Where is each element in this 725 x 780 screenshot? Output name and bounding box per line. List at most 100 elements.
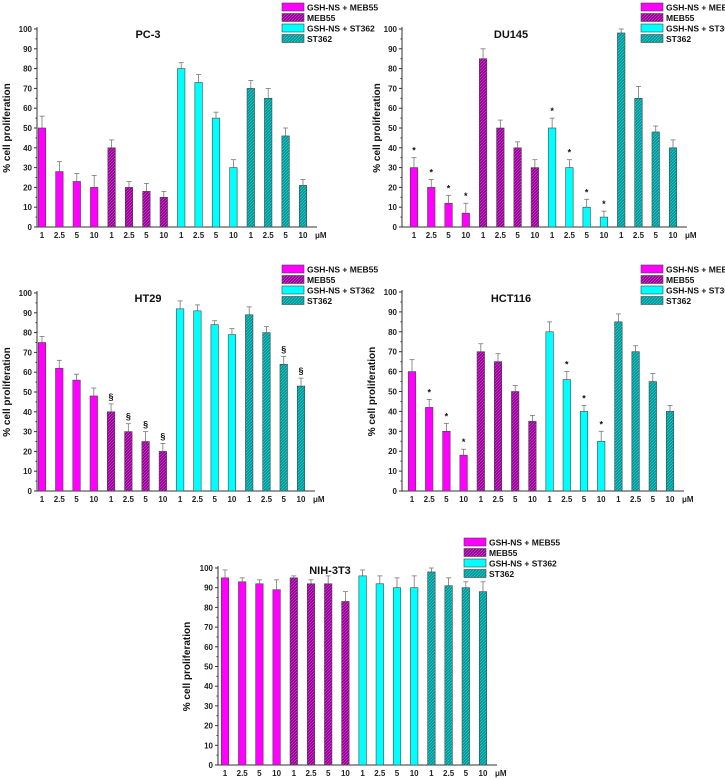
significance-mark: § (109, 392, 114, 402)
bar (72, 379, 81, 492)
legend-swatch (640, 13, 664, 22)
x-tick-label: 5 (515, 231, 520, 240)
x-tick-label: 5 (143, 495, 148, 504)
legend-swatch (281, 264, 305, 274)
y-axis-label: % cell proliferation (367, 347, 378, 436)
x-tick-label: 1 (481, 231, 486, 240)
bar (442, 430, 451, 492)
x-tick-label: 10 (461, 231, 470, 240)
legend-label: GSH-NS + MEB55 (489, 538, 560, 548)
bar (55, 367, 64, 492)
y-tick-label: 40 (23, 408, 32, 417)
x-unit-label: μM (685, 231, 697, 240)
significance-mark: * (445, 411, 449, 421)
x-tick-label: 1 (547, 495, 552, 504)
y-tick-label: 20 (388, 183, 397, 192)
x-tick-label: 10 (272, 769, 281, 778)
y-tick-label: 50 (23, 124, 32, 133)
chart-panel-0: PC-3 % cell proliferation 0 10 20 30 40 50 60 70 8… (2, 3, 378, 241)
legend-swatch (640, 34, 664, 43)
y-tick-label: 30 (23, 428, 32, 437)
x-tick-label: 10 (227, 495, 236, 504)
legend-label: GSH-NS + ST362 (489, 559, 557, 569)
legend-swatch (640, 275, 664, 284)
bar (496, 127, 505, 228)
bar (548, 127, 557, 228)
x-tick-label: 10 (158, 495, 167, 504)
bar (425, 407, 434, 492)
legend-swatch (463, 548, 487, 557)
x-tick-label: 2.5 (54, 231, 66, 240)
y-axis-label: % cell proliferation (182, 622, 193, 711)
x-tick-label: 5 (144, 231, 149, 240)
y-tick-label: 0 (28, 223, 33, 232)
x-tick-label: 1 (616, 495, 621, 504)
y-tick-label: 20 (204, 722, 213, 731)
bar (177, 68, 186, 228)
y-tick-label: 10 (23, 467, 32, 476)
legend-swatch (281, 296, 305, 305)
x-tick-label: 1 (412, 231, 417, 240)
y-tick-label: 50 (388, 388, 397, 397)
y-tick-label: 70 (23, 84, 32, 93)
significance-mark: * (462, 437, 466, 447)
x-tick-label: 5 (446, 231, 451, 240)
significance-mark: * (565, 360, 569, 370)
x-tick-label: 10 (89, 495, 98, 504)
x-tick-label: 5 (395, 769, 400, 778)
x-tick-label: 2.5 (495, 231, 507, 240)
legend-label: GSH-NS + ST362 (307, 24, 375, 34)
bar (107, 147, 116, 228)
x-tick-label: 5 (282, 495, 287, 504)
y-tick-label: 20 (23, 447, 32, 456)
y-tick-label: 40 (204, 682, 213, 691)
bar (461, 587, 470, 766)
legend-swatch (463, 558, 487, 568)
x-tick-label: 10 (229, 231, 238, 240)
y-tick-label: 80 (204, 603, 213, 612)
bar (579, 411, 589, 492)
bar (220, 577, 230, 766)
x-tick-label: 10 (528, 495, 537, 504)
bar (37, 127, 47, 228)
bar (279, 363, 288, 492)
legend-swatch (281, 2, 305, 12)
x-tick-label: 1 (109, 495, 114, 504)
bar (582, 206, 591, 228)
y-tick-label: 10 (388, 203, 397, 212)
bar (193, 310, 202, 492)
legend-swatch (281, 275, 305, 284)
bar (72, 181, 81, 228)
legend-swatch (281, 13, 305, 22)
legend-label: GSH-NS + ST362 (307, 286, 375, 296)
bar (358, 575, 367, 766)
legend-label: MEB55 (666, 13, 695, 23)
legend-swatch (463, 537, 487, 547)
y-tick-label: 90 (23, 45, 32, 54)
y-tick-label: 60 (388, 368, 397, 377)
legend-swatch (463, 569, 487, 578)
legend-label: GSH-NS + MEB55 (307, 3, 378, 13)
y-tick-label: 90 (388, 308, 397, 317)
chart-panel-3: HCT116 % cell proliferation 0 10 20 30 40 50 60 7… (367, 265, 725, 505)
y-tick-label: 30 (204, 702, 213, 711)
significance-mark: § (160, 431, 165, 441)
x-tick-label: 2.5 (54, 495, 66, 504)
chart-title: HT29 (135, 293, 162, 305)
bar (107, 411, 116, 492)
y-tick-label: 10 (388, 467, 397, 476)
legend-label: GSH-NS + MEB55 (666, 265, 725, 275)
significance-mark: * (447, 183, 451, 193)
legend-label: MEB55 (307, 275, 336, 285)
legend-label: MEB55 (666, 275, 695, 285)
y-tick-label: 0 (28, 487, 33, 496)
significance-mark: * (427, 387, 431, 397)
legend-swatch (640, 296, 664, 305)
bar (194, 82, 203, 228)
bar (444, 585, 453, 766)
legend-swatch (640, 2, 664, 12)
x-tick-label: 2.5 (123, 231, 135, 240)
bar (409, 167, 419, 228)
x-tick-label: 1 (223, 769, 228, 778)
y-tick-label: 10 (204, 741, 213, 750)
